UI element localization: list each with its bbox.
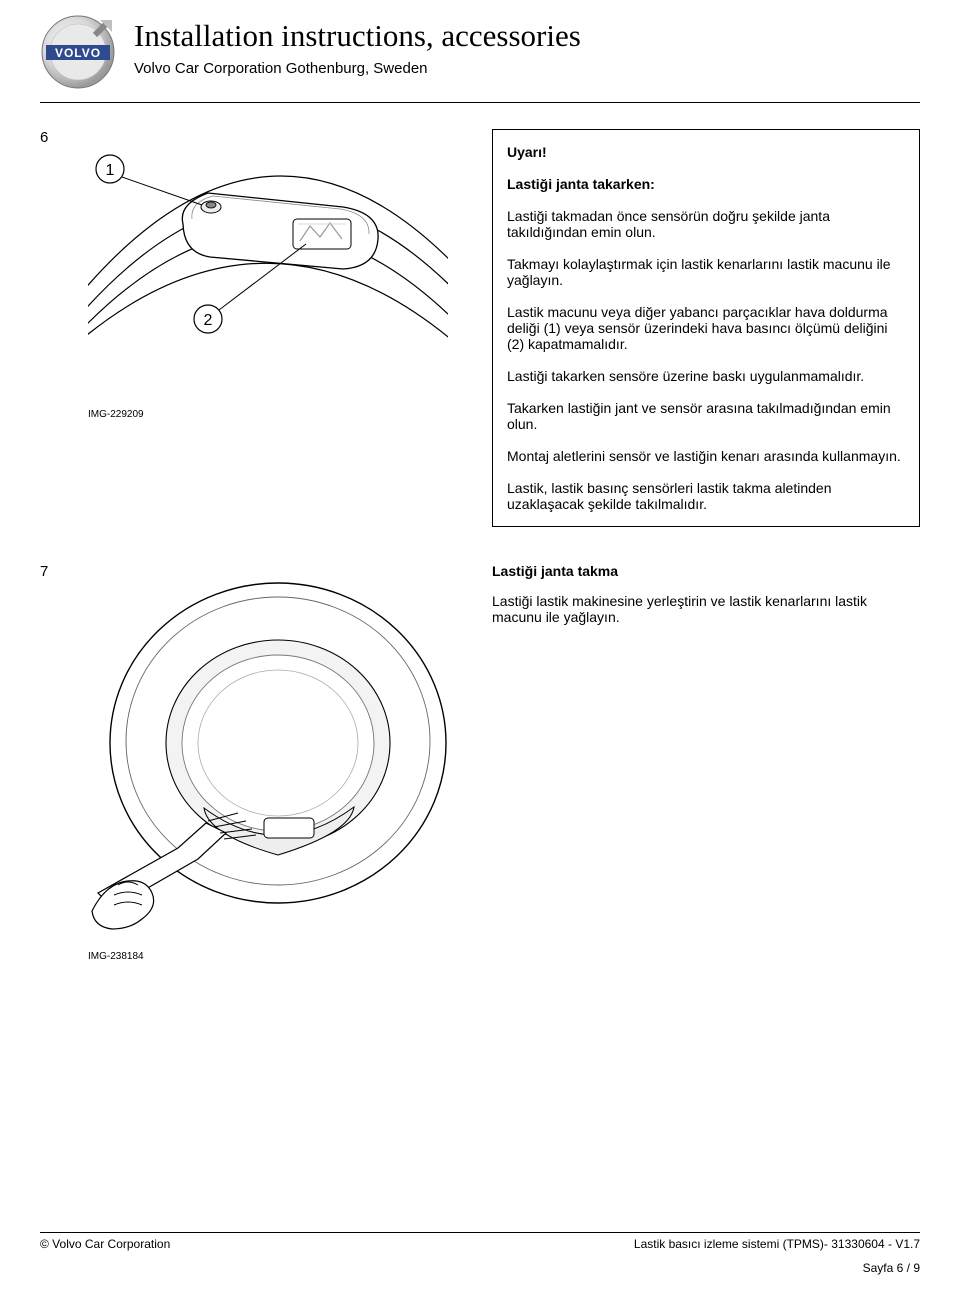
- warning-p4: Lastiği takarken sensöre üzerine baskı u…: [507, 368, 905, 384]
- warning-p5: Takarken lastiğin jant ve sensör arasına…: [507, 400, 905, 432]
- warning-p1: Lastiği takmadan önce sensörün doğru şek…: [507, 208, 905, 240]
- footer-left: © Volvo Car Corporation: [40, 1237, 170, 1251]
- title-block: Installation instructions, accessories V…: [134, 14, 581, 77]
- page-header: VOLVO Installation instructions, accesso…: [40, 0, 920, 90]
- warning-subtitle: Lastiği janta takarken:: [507, 176, 905, 192]
- step-6: 6: [40, 129, 920, 527]
- step-number: 6: [40, 129, 64, 527]
- step7-figure: [88, 563, 448, 943]
- warning-p6: Montaj aletlerini sensör ve lastiğin ken…: [507, 448, 905, 464]
- doc-title: Installation instructions, accessories: [134, 18, 581, 54]
- volvo-logo: VOLVO: [40, 14, 116, 90]
- warning-p2: Takmayı kolaylaştırmak için lastik kenar…: [507, 256, 905, 288]
- image-id: IMG-229209: [88, 409, 468, 420]
- page-number: Sayfa 6 / 9: [40, 1261, 920, 1275]
- step7-title: Lastiği janta takma: [492, 563, 920, 579]
- warning-title: Uyarı!: [507, 144, 905, 160]
- callout-2: 2: [204, 312, 213, 329]
- doc-subtitle: Volvo Car Corporation Gothenburg, Sweden: [134, 60, 581, 77]
- step6-figure: 1 2: [88, 129, 448, 349]
- callout-1: 1: [106, 162, 115, 179]
- logo-text: VOLVO: [55, 46, 101, 60]
- footer-right: Lastik basıcı izleme sistemi (TPMS)- 313…: [634, 1237, 920, 1251]
- warning-box: Uyarı! Lastiği janta takarken: Lastiği t…: [492, 129, 920, 527]
- warning-p7: Lastik, lastik basınç sensörleri lastik …: [507, 480, 905, 512]
- image-id: IMG-238184: [88, 951, 468, 962]
- header-divider: [40, 102, 920, 103]
- step-7: 7: [40, 563, 920, 962]
- step-number: 7: [40, 563, 64, 962]
- footer-divider: [40, 1232, 920, 1233]
- step7-body: Lastiği lastik makinesine yerleştirin ve…: [492, 593, 920, 625]
- warning-p3: Lastik macunu veya diğer yabancı parçacı…: [507, 304, 905, 352]
- page-footer: © Volvo Car Corporation Lastik basıcı iz…: [40, 1232, 920, 1275]
